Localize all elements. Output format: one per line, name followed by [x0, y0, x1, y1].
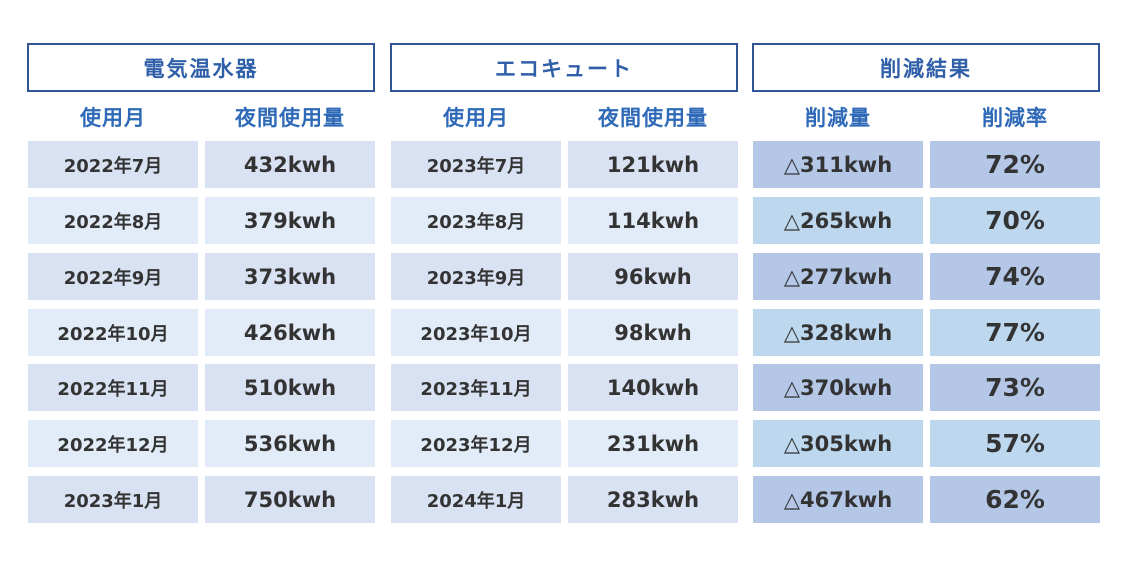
column-header: 削減率 — [982, 106, 1048, 130]
table-cell: 70% — [930, 197, 1100, 244]
table-cell: 98kwh — [568, 309, 738, 356]
column-header: 削減量 — [805, 106, 871, 130]
table-cell: 2023年7月 — [391, 141, 561, 188]
table-cell: 77% — [930, 309, 1100, 356]
table-cell: △305kwh — [753, 420, 923, 467]
column-header: 使用月 — [80, 106, 146, 130]
table-cell: 2022年11月 — [28, 364, 198, 411]
table-cell: 373kwh — [205, 253, 375, 300]
table-cell: 74% — [930, 253, 1100, 300]
table-cell: 57% — [930, 420, 1100, 467]
table-cell: 2024年1月 — [391, 476, 561, 523]
table-cell: 2022年12月 — [28, 420, 198, 467]
table-cell: △370kwh — [753, 364, 923, 411]
table-cell: 121kwh — [568, 141, 738, 188]
table-cell: 2022年7月 — [28, 141, 198, 188]
table-cell: 2023年10月 — [391, 309, 561, 356]
group-title: エコキュート — [390, 43, 738, 92]
table-cell: △311kwh — [753, 141, 923, 188]
table-cell: △467kwh — [753, 476, 923, 523]
table-cell: 140kwh — [568, 364, 738, 411]
table-cell: △265kwh — [753, 197, 923, 244]
column-header: 夜間使用量 — [235, 106, 345, 130]
table-cell: 2022年10月 — [28, 309, 198, 356]
table-cell: 2022年8月 — [28, 197, 198, 244]
table-cell: 231kwh — [568, 420, 738, 467]
column-header: 夜間使用量 — [598, 106, 708, 130]
table-cell: 2023年11月 — [391, 364, 561, 411]
table-cell: 750kwh — [205, 476, 375, 523]
table-cell: 2023年8月 — [391, 197, 561, 244]
table-cell: 73% — [930, 364, 1100, 411]
table-cell: 62% — [930, 476, 1100, 523]
table-cell: 114kwh — [568, 197, 738, 244]
table-cell: 96kwh — [568, 253, 738, 300]
table-cell: 2023年9月 — [391, 253, 561, 300]
group-title: 電気温水器 — [27, 43, 375, 92]
table-cell: 432kwh — [205, 141, 375, 188]
table-cell: 2022年9月 — [28, 253, 198, 300]
table-cell: 536kwh — [205, 420, 375, 467]
table-cell: 72% — [930, 141, 1100, 188]
table-cell: 2023年1月 — [28, 476, 198, 523]
table-cell: 379kwh — [205, 197, 375, 244]
table-cell: 2023年12月 — [391, 420, 561, 467]
table-cell: △277kwh — [753, 253, 923, 300]
table-cell: 283kwh — [568, 476, 738, 523]
table-cell: 510kwh — [205, 364, 375, 411]
group-title: 削減結果 — [752, 43, 1100, 92]
table-cell: 426kwh — [205, 309, 375, 356]
table-cell: △328kwh — [753, 309, 923, 356]
column-header: 使用月 — [443, 106, 509, 130]
